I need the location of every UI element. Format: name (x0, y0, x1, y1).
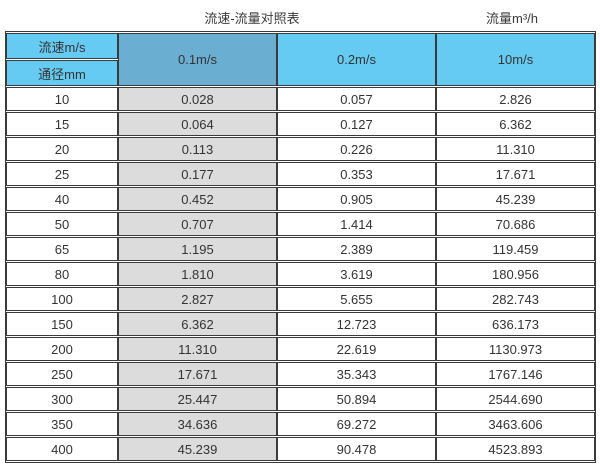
flow-value-0-1ms-cell: 34.636 (118, 412, 277, 436)
flow-value-10ms-cell: 3463.606 (436, 412, 595, 436)
page-header: 流速-流量对照表 流量m³/h (0, 0, 600, 31)
flow-value-10ms-cell: 2544.690 (436, 387, 595, 411)
flow-value-10ms-cell: 45.239 (436, 187, 595, 211)
flow-value-10ms-cell: 282.743 (436, 287, 595, 311)
flow-value-10ms-cell: 1767.146 (436, 362, 595, 386)
flow-value-10ms-cell: 180.956 (436, 262, 595, 286)
diameter-cell: 300 (6, 387, 118, 411)
diameter-cell: 65 (6, 237, 118, 261)
flow-value-0-2ms-cell: 3.619 (277, 262, 436, 286)
diameter-cell: 100 (6, 287, 118, 311)
flow-value-0-1ms-cell: 1.195 (118, 237, 277, 261)
diameter-cell: 250 (6, 362, 118, 386)
col-header-0-1ms: 0.1m/s (118, 33, 277, 86)
flow-value-0-1ms-cell: 1.810 (118, 262, 277, 286)
corner-header-velocity: 流速m/s (6, 33, 118, 59)
flow-value-0-1ms-cell: 0.064 (118, 112, 277, 136)
flow-unit-label: 流量m³/h (485, 11, 539, 26)
flow-value-0-1ms-cell: 0.028 (118, 87, 277, 111)
table-row: 300 25.447 50.894 2544.690 (6, 387, 595, 411)
flow-value-0-2ms-cell: 69.272 (277, 412, 436, 436)
flow-value-10ms-cell: 4523.893 (436, 437, 595, 461)
flow-value-0-2ms-cell: 12.723 (277, 312, 436, 336)
flow-value-0-2ms-cell: 0.353 (277, 162, 436, 186)
flow-value-0-1ms-cell: 2.827 (118, 287, 277, 311)
diameter-cell: 20 (6, 137, 118, 161)
flow-value-0-2ms-cell: 1.414 (277, 212, 436, 236)
diameter-cell: 200 (6, 337, 118, 361)
flow-value-0-1ms-cell: 25.447 (118, 387, 277, 411)
table-row: 65 1.195 2.389 119.459 (6, 237, 595, 261)
flow-value-0-2ms-cell: 0.057 (277, 87, 436, 111)
flow-value-0-1ms-cell: 0.113 (118, 137, 277, 161)
diameter-cell: 150 (6, 312, 118, 336)
table-row: 80 1.810 3.619 180.956 (6, 262, 595, 286)
table-row: 400 45.239 90.478 4523.893 (6, 437, 595, 461)
flow-value-0-2ms-cell: 2.389 (277, 237, 436, 261)
table-row: 15 0.064 0.127 6.362 (6, 112, 595, 136)
table-row: 100 2.827 5.655 282.743 (6, 287, 595, 311)
table-row: 25 0.177 0.353 17.671 (6, 162, 595, 186)
flow-value-0-1ms-cell: 17.671 (118, 362, 277, 386)
diameter-cell: 10 (6, 87, 118, 111)
flow-value-0-2ms-cell: 22.619 (277, 337, 436, 361)
flow-value-10ms-cell: 119.459 (436, 237, 595, 261)
flow-value-0-1ms-cell: 0.452 (118, 187, 277, 211)
flow-value-0-2ms-cell: 5.655 (277, 287, 436, 311)
col-header-10ms: 10m/s (436, 33, 595, 86)
flow-value-10ms-cell: 17.671 (436, 162, 595, 186)
header-row-bottom: 通径mm (6, 60, 595, 86)
table-row: 50 0.707 1.414 70.686 (6, 212, 595, 236)
flow-value-10ms-cell: 11.310 (436, 137, 595, 161)
diameter-cell: 400 (6, 437, 118, 461)
flow-value-10ms-cell: 2.826 (436, 87, 595, 111)
flow-value-0-2ms-cell: 0.226 (277, 137, 436, 161)
table-row: 200 11.310 22.619 1130.973 (6, 337, 595, 361)
flow-value-0-1ms-cell: 0.707 (118, 212, 277, 236)
flow-value-0-1ms-cell: 11.310 (118, 337, 277, 361)
table-row: 150 6.362 12.723 636.173 (6, 312, 595, 336)
table-header: 流速m/s 0.1m/s 0.2m/s 10m/s 通径mm (6, 33, 595, 86)
flow-value-0-2ms-cell: 50.894 (277, 387, 436, 411)
table-row: 350 34.636 69.272 3463.606 (6, 412, 595, 436)
flow-value-0-2ms-cell: 0.905 (277, 187, 436, 211)
flow-value-0-2ms-cell: 90.478 (277, 437, 436, 461)
flow-value-0-1ms-cell: 0.177 (118, 162, 277, 186)
diameter-cell: 40 (6, 187, 118, 211)
table-row: 20 0.113 0.226 11.310 (6, 137, 595, 161)
corner-header-diameter: 通径mm (6, 60, 118, 86)
table-row: 40 0.452 0.905 45.239 (6, 187, 595, 211)
diameter-cell: 25 (6, 162, 118, 186)
diameter-cell: 50 (6, 212, 118, 236)
flow-value-10ms-cell: 70.686 (436, 212, 595, 236)
diameter-cell: 350 (6, 412, 118, 436)
diameter-cell: 80 (6, 262, 118, 286)
flow-value-0-2ms-cell: 0.127 (277, 112, 436, 136)
table-body: 10 0.028 0.057 2.826 15 0.064 0.127 6.362 20 0.11… (6, 87, 595, 461)
col-header-0-2ms: 0.2m/s (277, 33, 436, 86)
flow-value-0-2ms-cell: 35.343 (277, 362, 436, 386)
flow-value-0-1ms-cell: 6.362 (118, 312, 277, 336)
diameter-cell: 15 (6, 112, 118, 136)
flow-value-10ms-cell: 636.173 (436, 312, 595, 336)
table-row: 250 17.671 35.343 1767.146 (6, 362, 595, 386)
table-title: 流速-流量对照表 (204, 11, 300, 26)
flow-value-10ms-cell: 6.362 (436, 112, 595, 136)
header-row-top: 流速m/s 0.1m/s 0.2m/s 10m/s (6, 33, 595, 86)
flow-value-10ms-cell: 1130.973 (436, 337, 595, 361)
flow-value-0-1ms-cell: 45.239 (118, 437, 277, 461)
table-row: 10 0.028 0.057 2.826 (6, 87, 595, 111)
flow-rate-table: 流速m/s 0.1m/s 0.2m/s 10m/s 通径mm 10 0.028 0.… (5, 31, 596, 463)
